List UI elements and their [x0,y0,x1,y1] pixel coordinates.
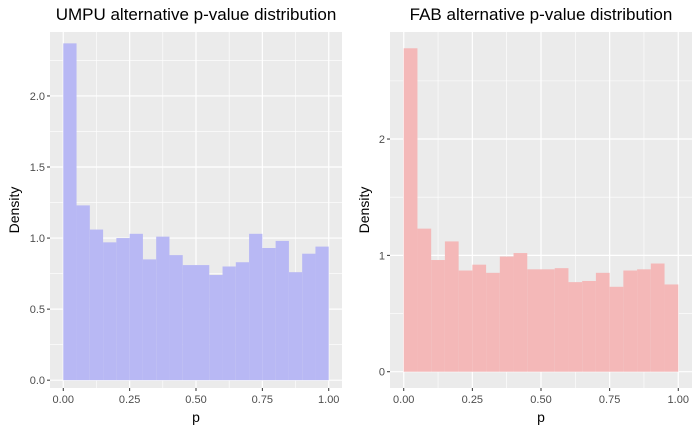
umpu-histogram-bar [116,238,130,381]
fab-x-tick-label: 0.25 [462,394,483,406]
umpu-histogram-bar [235,262,250,381]
umpu-histogram-bar [302,253,316,381]
fab-histogram-bar [444,241,459,372]
umpu-histogram-bar [222,266,236,381]
fab-histogram-bar [637,269,651,372]
umpu-x-tick-label: 0.25 [119,394,140,406]
fab-histogram-panel: FAB alternative p-value distribution p D… [356,5,692,425]
fab-histogram-bar [417,228,432,372]
umpu-y-tick-label: 1.5 [30,162,45,174]
umpu-x-axis-title: p [192,409,200,425]
umpu-chart-title: UMPU alternative p-value distribution [56,5,337,24]
umpu-histogram-bar [275,240,289,381]
umpu-histogram-panel: UMPU alternative p-value distribution p … [6,5,342,425]
fab-y-tick-label: 0 [379,367,385,379]
fab-histogram-bar [664,284,679,372]
umpu-x-tick-label: 1.00 [318,394,339,406]
umpu-histogram-bar [156,236,170,381]
umpu-histogram-bars [63,43,329,381]
umpu-y-tick-label: 0.5 [30,304,45,316]
umpu-histogram-bar [103,242,117,381]
umpu-histogram-bar [76,205,90,381]
umpu-histogram-bar [288,272,303,381]
fab-histogram-bar [582,280,596,372]
umpu-y-tick-label: 0.0 [30,375,45,387]
umpu-histogram-bar [315,246,329,381]
fab-histogram-bar [554,268,569,372]
fab-histogram-bar [458,270,473,372]
fab-x-axis-title: p [537,409,545,425]
fab-histogram-bar [609,286,624,372]
umpu-histogram-bar [89,229,104,381]
fab-y-axis: 0 1 2 [379,134,390,379]
fab-x-tick-label: 1.00 [668,394,689,406]
fab-histogram-bar [650,263,665,372]
umpu-y-axis: 0.0 0.5 1.0 1.5 2.0 [30,91,50,387]
fab-x-tick-label: 0.00 [393,394,414,406]
umpu-x-tick-label: 0.75 [252,394,273,406]
umpu-histogram-bar [169,255,183,381]
umpu-histogram-bar [182,265,196,381]
fab-y-tick-label: 2 [379,134,385,146]
umpu-y-axis-title: Density [6,187,22,234]
fab-x-axis: 0.00 0.25 0.50 0.75 1.00 [393,388,689,406]
umpu-x-axis: 0.00 0.25 0.50 0.75 1.00 [53,388,339,406]
fab-histogram-bar [486,272,500,372]
umpu-histogram-bar [262,248,276,381]
fab-histogram-bar [431,260,445,372]
fab-chart-title: FAB alternative p-value distribution [410,5,673,24]
fab-histogram-bar [472,264,487,372]
fab-x-tick-label: 0.75 [599,394,620,406]
fab-histogram-bar [513,253,528,372]
fab-histogram-bar [541,269,555,372]
fab-histogram-bar [568,282,583,372]
fab-x-tick-label: 0.50 [530,394,551,406]
umpu-y-tick-label: 1.0 [30,233,45,245]
umpu-histogram-bar [249,233,263,381]
fab-histogram-bar [595,272,610,372]
umpu-histogram-bar [196,265,210,381]
fab-histogram-bar [403,48,418,372]
umpu-histogram-bar [142,259,157,381]
umpu-y-tick-label: 2.0 [30,91,45,103]
umpu-histogram-bar [63,43,77,381]
fab-y-tick-label: 1 [379,250,385,262]
umpu-x-tick-label: 0.50 [185,394,206,406]
fab-y-axis-title: Density [356,187,372,234]
umpu-histogram-bar [209,275,223,381]
umpu-histogram-bar [129,233,143,381]
fab-histogram-bar [499,256,514,372]
fab-histogram-bar [527,269,541,372]
fab-histogram-bar [623,270,638,372]
umpu-x-tick-label: 0.00 [53,394,74,406]
fab-histogram-bars [403,48,679,372]
